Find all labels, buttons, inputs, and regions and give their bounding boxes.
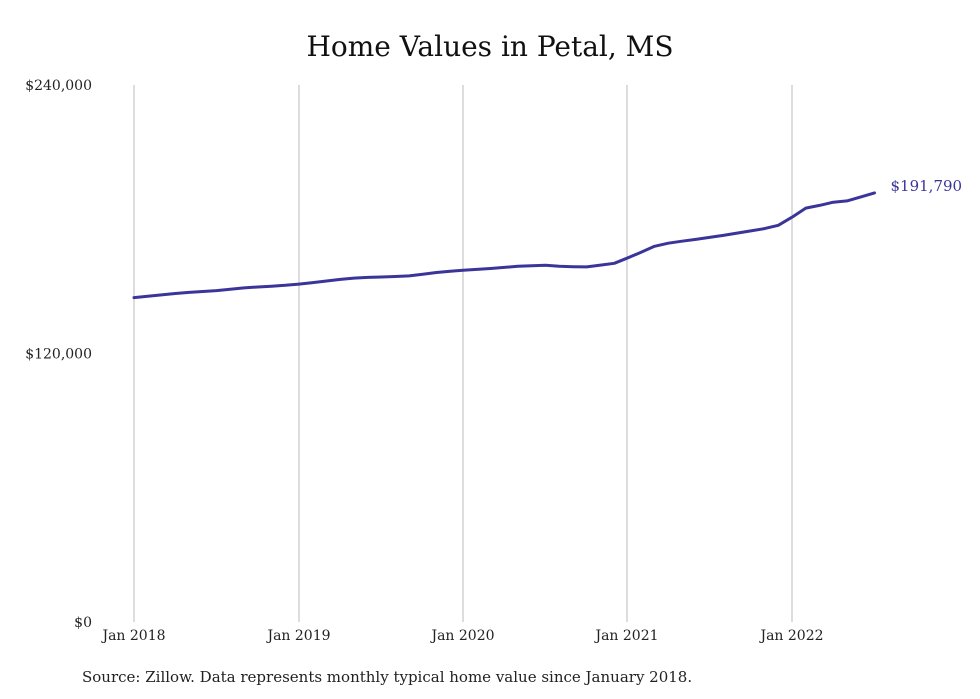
x-tick-label-2: Jan 2020 <box>429 628 494 644</box>
grid-lines <box>133 85 793 622</box>
source-note: Source: Zillow. Data represents monthly … <box>82 668 693 686</box>
label-layer: $191,790 <box>891 177 963 195</box>
y-tick-label-2: $240,000 <box>25 78 92 94</box>
chart-title: Home Values in Petal, MS <box>306 30 674 63</box>
x-tick-label-3: Jan 2021 <box>593 628 658 644</box>
x-tick-label-1: Jan 2019 <box>265 628 330 644</box>
y-tick-label-1: $120,000 <box>25 347 92 363</box>
x-tick-label-0: Jan 2018 <box>100 628 165 644</box>
end-value-label: $191,790 <box>891 177 963 195</box>
series-layer <box>132 191 876 300</box>
y-tick-label-0: $0 <box>74 615 92 631</box>
x-axis-ticks: Jan 2018 Jan 2019 Jan 2020 Jan 2021 Jan 2022 <box>100 628 823 644</box>
y-axis-ticks: $0 $120,000 $240,000 <box>25 78 92 631</box>
series-line-0 <box>132 191 876 300</box>
x-tick-label-4: Jan 2022 <box>758 628 823 644</box>
